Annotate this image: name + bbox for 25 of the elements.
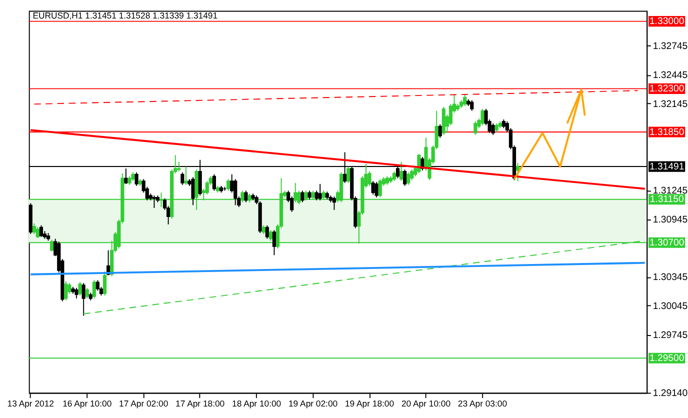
chart-title: EURUSD,H1 1.31451 1.31528 1.31339 1.31491: [32, 10, 218, 20]
y-tick-label: 1.32745: [652, 41, 688, 52]
x-tick-label: 23 Apr 03:00: [458, 398, 508, 409]
x-tick-label: 20 Apr 10:00: [401, 398, 451, 409]
ref-line-label: 1.30700: [649, 238, 684, 249]
ref-line-label: 1.33000: [649, 16, 684, 28]
ref-line-label: 1.31850: [649, 126, 684, 138]
x-tick-label: 13 Apr 2012: [7, 398, 54, 409]
x-tick-label: 17 Apr 18:00: [176, 398, 225, 409]
x-tick-label: 18 Apr 10:00: [232, 398, 282, 409]
x-tick-label: 19 Apr 18:00: [344, 398, 394, 409]
y-tick-label: 1.30045: [652, 301, 688, 312]
x-tick-label: 16 Apr 10:00: [62, 398, 112, 409]
y-tick-label: 1.29140: [652, 388, 688, 400]
x-tick-label: 17 Apr 02:00: [119, 398, 168, 409]
y-tick-label: 1.30345: [652, 272, 688, 284]
ref-line-label: 1.32300: [649, 84, 684, 95]
y-tick-label: 1.30945: [652, 214, 688, 226]
y-tick-label: 1.29745: [652, 330, 688, 341]
y-tick-label: 1.32145: [652, 98, 688, 110]
ref-line-label: 1.31491: [649, 161, 684, 172]
ref-line-label: 1.31150: [650, 194, 684, 206]
y-tick-label: 1.32445: [652, 70, 688, 82]
ref-line-label: 1.29500: [649, 352, 684, 364]
x-tick-label: 19 Apr 02:00: [288, 398, 338, 409]
